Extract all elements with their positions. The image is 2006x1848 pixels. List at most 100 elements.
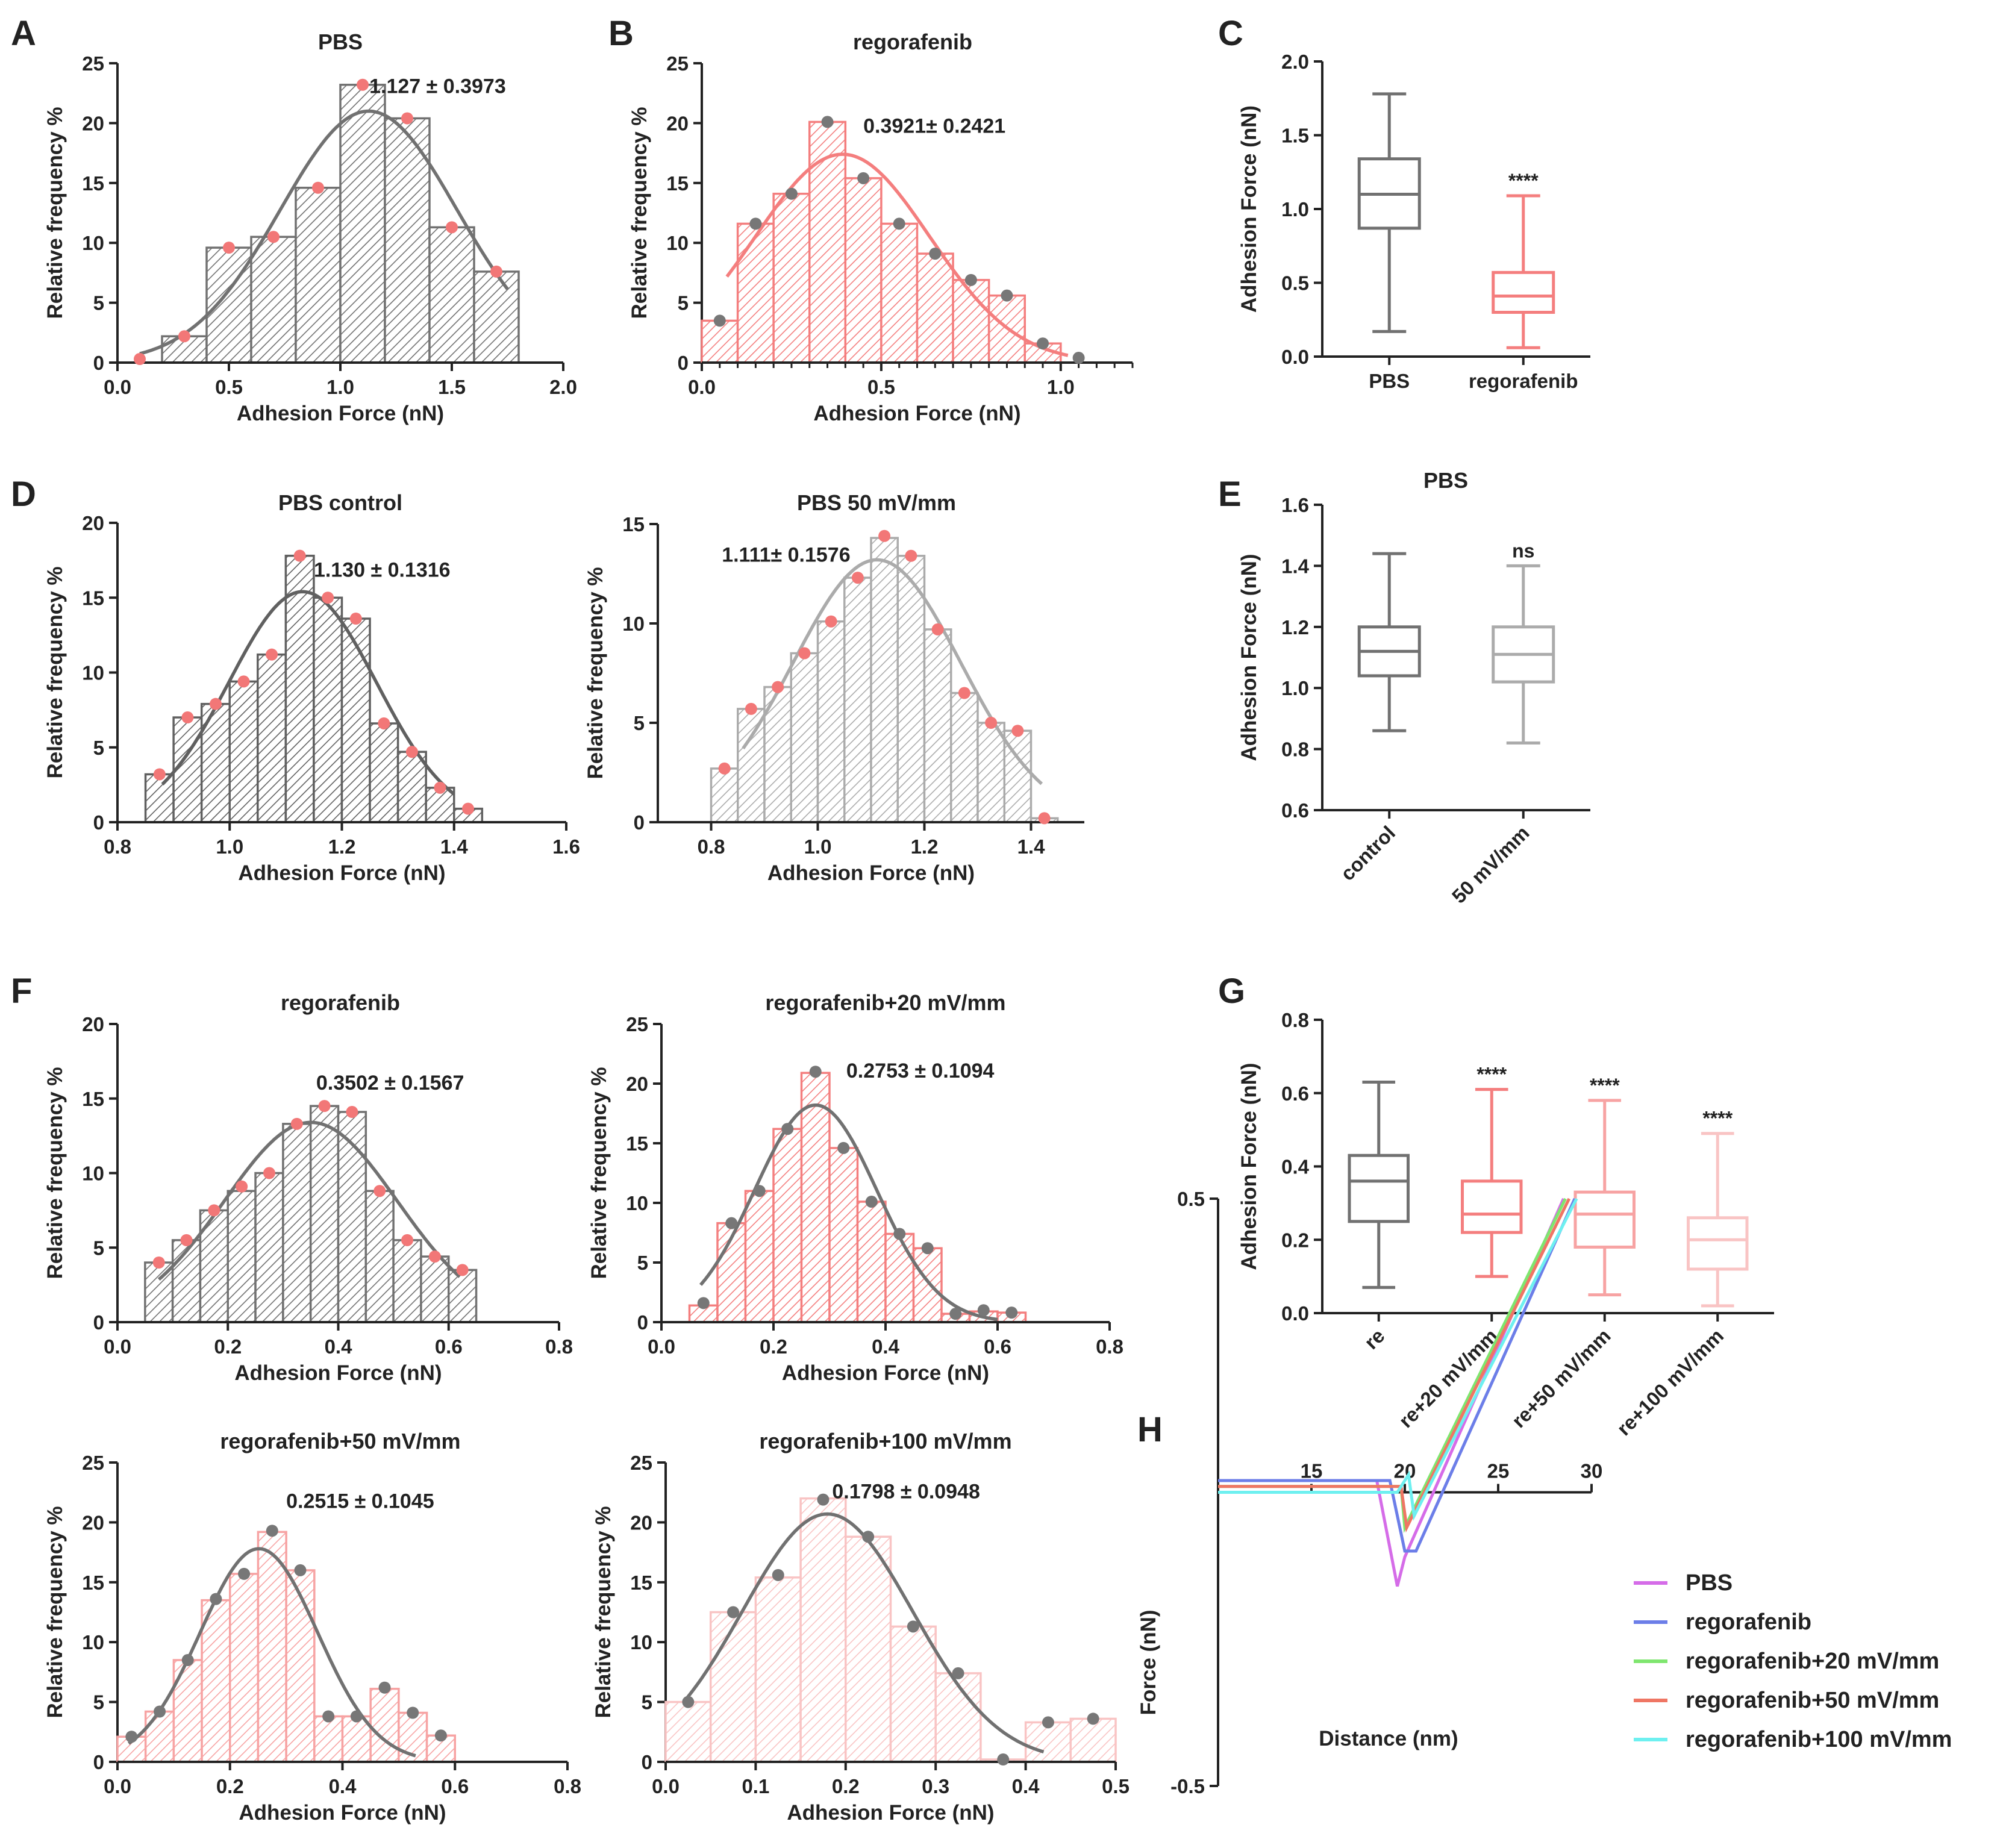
data-point (434, 1729, 447, 1742)
histogram-bar (884, 1232, 915, 1323)
histogram-bar (227, 1190, 257, 1323)
y-tick-label: 0.8 (1281, 1009, 1309, 1031)
x-tick-label: 0.5 (215, 376, 243, 398)
histogram-bar (309, 1105, 340, 1323)
histogram-bar (257, 653, 287, 823)
y-tick-label: 20 (82, 1013, 104, 1035)
chart-title: regorafenib+20 mV/mm (765, 990, 1005, 1015)
data-point (931, 623, 944, 635)
chart-title: regorafenib+50 mV/mm (220, 1429, 460, 1453)
data-point (407, 1706, 419, 1719)
histogram-bar (976, 722, 1005, 823)
y-tick-label: 0 (93, 1311, 104, 1334)
data-point (878, 529, 891, 542)
box-iqr (1573, 1190, 1636, 1249)
histogram-bar (369, 722, 399, 823)
gaussian-fit-line (725, 152, 1069, 357)
y-tick-label: 25 (666, 52, 689, 75)
data-point (697, 1297, 710, 1310)
chart-title: regorafenib+100 mV/mm (759, 1429, 1011, 1453)
data-point (893, 217, 905, 230)
x-axis-label: Adhesion Force (nN) (234, 1361, 442, 1385)
x-axis-label: Adhesion Force (nN) (238, 861, 445, 885)
x-category-label: re+50 mV/mm (1507, 1325, 1615, 1432)
data-point (964, 273, 977, 286)
data-point (772, 1569, 784, 1581)
chart-title: PBS control (278, 490, 402, 515)
gaussian-fit-line (139, 109, 509, 355)
data-point (378, 1681, 391, 1694)
histogram-bar (737, 708, 766, 823)
data-point (862, 1531, 875, 1543)
panel-label: F (11, 972, 32, 1011)
x-tick-label: 0.8 (545, 1335, 573, 1358)
box-iqr (1461, 1179, 1523, 1234)
data-point (180, 1234, 193, 1246)
histogram-bar (313, 596, 343, 823)
histogram-bar (228, 680, 259, 823)
y-tick-label: 1.2 (1281, 616, 1309, 638)
chart-title: PBS (318, 30, 363, 54)
histogram-f3: 0 5 10 15 20 25 0.0 0.2 0.4 0.6 0.8 0.2515 ± 0.1045… (43, 1429, 581, 1825)
boxplot-g: 0.00.20.40.60.8re****re+20 mV/mm****re+5… (1218, 972, 1774, 1440)
box-iqr (1348, 1153, 1410, 1223)
histogram-bar (799, 1497, 847, 1763)
x-tick-label: 0.0 (104, 1335, 131, 1358)
x-tick-label: 0.8 (554, 1775, 581, 1797)
histogram-bar (912, 1247, 943, 1323)
y-tick-label: 10 (82, 1631, 104, 1653)
data-point (1087, 1712, 1099, 1725)
y-axis-label: Adhesion Force (nN) (1237, 554, 1261, 761)
data-point (210, 1593, 222, 1605)
y-tick-label: 0 (678, 352, 689, 374)
histogram-bar (916, 252, 954, 364)
panel-label: A (11, 14, 36, 53)
y-tick-label: 5 (93, 737, 104, 759)
histogram-bar (709, 1611, 757, 1763)
data-point (401, 1234, 414, 1246)
data-point (718, 762, 731, 775)
x-category-label: regorafenib (1469, 370, 1578, 392)
gaussian-fit-line (161, 590, 455, 796)
data-point (977, 1304, 990, 1317)
x-tick-label: 30 (1581, 1460, 1603, 1482)
x-tick-label: 2.0 (549, 376, 577, 398)
mean-sd-annotation: 0.1798 ± 0.0948 (832, 1481, 980, 1503)
y-tick-label: 15 (666, 172, 689, 195)
panel-label: B (608, 14, 634, 53)
data-point (949, 1308, 962, 1320)
y-tick-label: 0.4 (1281, 1156, 1310, 1178)
histogram-bar (1069, 1717, 1117, 1763)
data-point (263, 1167, 275, 1179)
x-tick-label: 0.8 (104, 835, 131, 858)
x-tick-label: 0.8 (1096, 1335, 1123, 1358)
legend-label: regorafenib (1686, 1609, 1811, 1635)
data-point (781, 1123, 794, 1135)
data-point (237, 675, 250, 688)
histogram-bar (144, 773, 175, 823)
y-tick-label: 20 (630, 1511, 652, 1534)
y-tick-label: 20 (82, 112, 104, 134)
y-tick-label: 5 (93, 1691, 104, 1714)
y-tick-label: 1.5 (1281, 125, 1309, 147)
data-point (293, 549, 306, 562)
data-point (236, 1180, 248, 1193)
y-axis-label: Relative frequency % (628, 107, 651, 319)
data-point (817, 1493, 830, 1506)
histogram-bar (172, 1659, 203, 1763)
data-point (1011, 725, 1024, 737)
data-point (434, 781, 446, 794)
data-point (905, 549, 917, 562)
data-point (294, 1564, 307, 1576)
x-axis-label: Adhesion Force (nN) (782, 1361, 989, 1385)
x-tick-label: 0.0 (652, 1775, 680, 1797)
x-tick-label: 0.2 (832, 1775, 860, 1797)
data-point (907, 1620, 919, 1633)
x-tick-label: 1.4 (440, 835, 469, 858)
x-category-label: 50 mV/mm (1448, 822, 1534, 908)
x-tick-label: 15 (1301, 1460, 1323, 1482)
y-tick-label: 5 (93, 1237, 104, 1259)
x-tick-label: 1.0 (216, 835, 243, 858)
data-point (1005, 1306, 1018, 1319)
